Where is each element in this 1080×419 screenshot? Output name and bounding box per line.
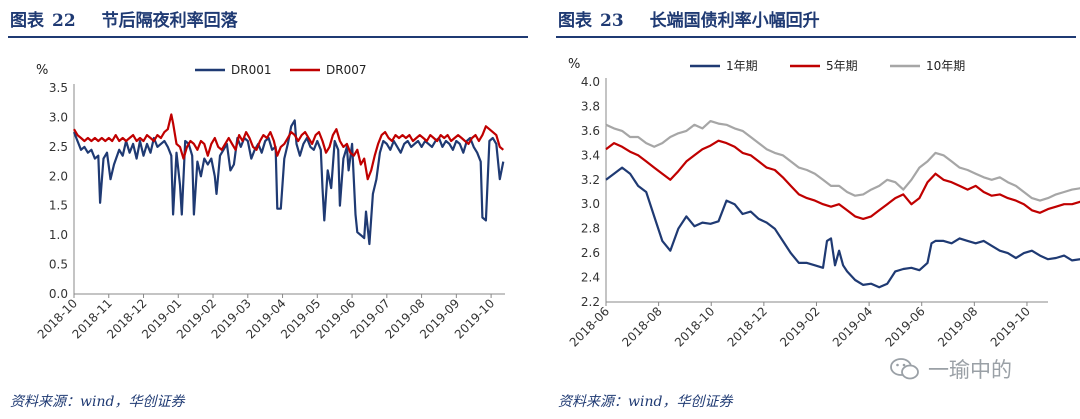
y-tick-label: 1.5 (49, 199, 68, 213)
y-tick-label: 2.8 (581, 222, 600, 236)
y-unit-label: % (568, 57, 580, 72)
source-note: 资料来源：wind，华创证券 (10, 394, 185, 410)
x-tick-label: 2018-08 (619, 304, 664, 349)
right-panel: 图表 23 长端国债利率小幅回升 % 2.2 2.4 2.6 2.8 3.0 3.2 3.4 3.6… (548, 0, 1080, 419)
y-tick-label: 3.8 (581, 99, 600, 113)
title-number: 22 (52, 11, 76, 31)
figure-title-23: 图表 23 长端国债利率小幅回升 (558, 6, 820, 31)
y-tick-label: 3.2 (581, 173, 600, 187)
title-number: 23 (600, 11, 624, 31)
figure-title-22: 图表 22 节后隔夜利率回落 (10, 6, 238, 31)
title-prefix: 图表 (10, 11, 44, 31)
title-divider (556, 36, 1076, 38)
x-tick-label: 2018-06 (567, 304, 612, 349)
y-tick-label: 2.2 (581, 295, 600, 309)
series-line-5年期 (605, 139, 1080, 220)
y-tick-label: 4.0 (581, 75, 600, 89)
legend-label: DR001 (231, 63, 271, 77)
y-tick-label: 0.5 (49, 258, 68, 272)
wechat-icon (890, 358, 919, 380)
x-tick-label: 2019-06 (882, 304, 927, 349)
series-line-10年期 (605, 119, 1080, 202)
y-tick-label: 1.0 (49, 228, 68, 242)
x-tick-label: 2019-08 (935, 304, 980, 349)
y-tick-label: 2.4 (581, 271, 600, 285)
y-tick-label: 2.0 (49, 169, 68, 183)
x-tick-label: 2019-10 (988, 304, 1033, 349)
y-tick-label: 3.0 (49, 110, 68, 124)
overnight-rate-chart: %0.00.51.01.52.02.53.03.52018-102018-112… (35, 63, 505, 342)
x-tick-label: 2018-12 (725, 304, 770, 349)
series-line-DR001 (72, 119, 505, 246)
x-tick-label: 2019-04 (830, 304, 875, 349)
watermark-text: 一瑜中的 (928, 358, 1012, 382)
legend-label: 10年期 (926, 59, 965, 73)
title-prefix: 图表 (558, 11, 592, 31)
series-line-DR007 (73, 113, 505, 181)
watermark: 一瑜中的 (890, 354, 1012, 384)
y-tick-label: 3.6 (581, 124, 600, 138)
y-tick-label: 3.4 (581, 148, 600, 162)
left-panel: 图表 22 节后隔夜利率回落 % 0.0 0.5 1.0 1.5 2.0 2.5 3.0 3.5 20… (8, 6, 528, 410)
x-tick-label: 2019-02 (777, 304, 822, 349)
y-tick-label: 3.5 (49, 81, 68, 95)
title-text: 节后隔夜利率回落 (101, 11, 238, 31)
title-divider (8, 36, 528, 38)
y-tick-label: 0.0 (49, 287, 68, 301)
source-note: 资料来源：wind，华创证券 (558, 394, 733, 410)
y-unit-label: % (36, 63, 48, 78)
title-text: 长端国债利率小幅回升 (649, 11, 820, 31)
x-tick-label: 2018-10 (672, 304, 717, 349)
legend-label: 5年期 (826, 59, 858, 73)
series-line-1年期 (605, 166, 1080, 289)
y-tick-label: 2.5 (49, 140, 68, 154)
y-tick-label: 3.0 (581, 197, 600, 211)
legend-label: 1年期 (726, 59, 758, 73)
y-tick-label: 2.6 (581, 246, 600, 260)
legend-label: DR007 (326, 63, 366, 77)
